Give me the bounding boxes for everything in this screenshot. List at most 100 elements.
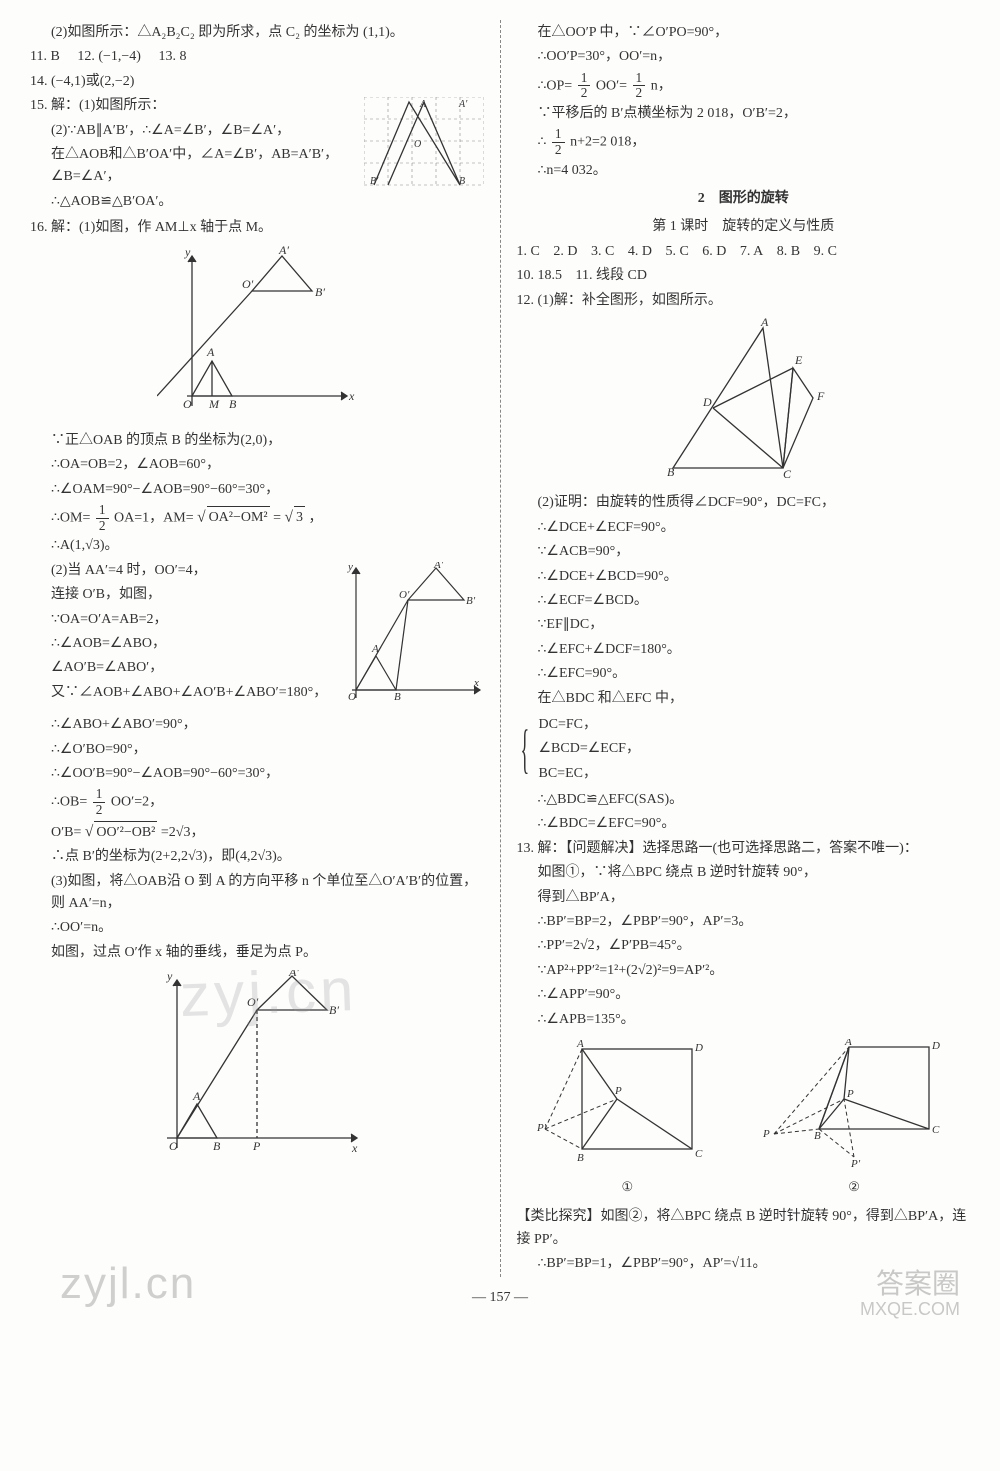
answer: 4. D [628,244,652,259]
svg-text:B′: B′ [329,1003,339,1017]
column-divider [500,20,501,1277]
text-line: ∴ 12 n+2=2 018， [517,127,971,157]
svg-text:B: B [229,397,237,411]
text-line: ∴BP′=BP=1，∠PBP′=90°，AP′=√11。 [517,1253,971,1275]
svg-text:B′: B′ [466,595,476,607]
svg-text:A′: A′ [458,99,468,110]
svg-text:D: D [702,395,712,409]
text-line: ∴∠APB=135°。 [517,1009,971,1031]
svg-text:y: y [184,246,191,259]
svg-text:P: P [252,1139,261,1153]
text-line: ∴∠O′BO=90°， [30,739,484,761]
svg-text:F: F [816,389,825,403]
svg-text:O: O [169,1139,178,1153]
figure-q15-grid: AA′ B′O B [364,97,484,195]
svg-text:D: D [931,1040,940,1052]
text-line: ∴PP′=2√2，∠P′PB=45°。 [517,935,971,957]
text-line: ∴OP= 12 OO′= 12 n， [517,71,971,101]
svg-text:B: B [459,176,465,187]
text-line: 如图①，∵将△BPC 绕点 B 逆时针旋转 90°， [517,862,971,884]
svg-text:P: P [614,1085,622,1097]
text-line: ∴∠DCE+∠ECF=90°。 [517,517,971,539]
answer: 9. C [814,244,837,259]
answer-row: 10. 18.5 11. 线段 CD [517,265,971,287]
answer-row: 11. B 12. (−1,−4) 13. 8 [30,46,484,68]
figure-pair: A D B C P P′ ① [517,1039,971,1198]
svg-text:M: M [208,397,220,411]
text-line: 在△OO′P 中，∵∠O′PO=90°， [517,22,971,44]
svg-text:A: A [192,1089,201,1103]
answer: 10. 18.5 [517,268,563,283]
svg-text:P: P [846,1088,854,1100]
text-line: ∵平移后的 B′点横坐标为 2 018，O′B′=2， [517,103,971,125]
svg-text:C: C [932,1124,940,1136]
figure-label: ② [759,1177,949,1198]
text-line: BC=EC， [539,763,971,785]
answer: 11. B [30,49,60,64]
figure-q12: B C A D E F [517,318,971,486]
text-line: ∴OA=OB=2，∠AOB=60°， [30,454,484,476]
svg-text:B′: B′ [370,176,379,187]
answer: 1. C [517,244,540,259]
svg-text:A′: A′ [288,970,299,979]
subsection-title: 第 1 课时 旋转的定义与性质 [517,216,971,238]
text-line: 13. 解：【问题解决】选择思路一(也可选择思路二，答案不唯一)： [517,838,971,860]
answer-row: 1. C 2. D 3. C 4. D 5. C 6. D 7. A 8. B … [517,241,971,263]
section-title: 2 图形的旋转 [517,188,971,210]
text-line: ∴n=4 032。 [517,160,971,182]
svg-text:C: C [783,467,792,478]
text-line: 【类比探究】如图②，将△BPC 绕点 B 逆时针旋转 90°，得到△BP′A，连… [517,1206,971,1251]
answer: 11. 线段 CD [576,268,647,283]
text-line: 12. (1)解：补全图形，如图所示。 [517,290,971,312]
text-line: ∴A(1,√3)。 [30,535,484,557]
svg-text:y: y [347,562,353,573]
figure-label: ① [537,1177,717,1198]
svg-text:A′: A′ [278,246,289,257]
page-number: — 157 — [30,1287,970,1309]
text-line: (2)证明：由旋转的性质得∠DCF=90°，DC=FC， [517,492,971,514]
svg-text:A′: A′ [433,562,444,571]
text-line: DC=FC， [539,714,971,736]
left-column: (2)如图所示：△A₂B₂C₂ 即为所求，点 C₂ 的坐标为 (1,1)。 11… [30,20,484,1277]
figure-q16-2: O x y A B O′ A′ B′ [344,562,484,710]
figure-q13-2: A D B C P P P′ [759,1039,949,1169]
svg-text:P: P [762,1128,770,1140]
text-line: ∵∠ACB=90°， [517,541,971,563]
answer: 2. D [553,244,577,259]
svg-text:O: O [348,691,356,702]
text-line: ∴点 B′的坐标为(2+2,2√3)，即(4,2√3)。 [30,846,484,868]
figure-q16-3: O x y A B P O′ A′ B′ [30,970,484,1168]
text-line: ∴△BDC≌△EFC(SAS)。 [517,789,971,811]
svg-text:D: D [694,1042,703,1054]
svg-text:O′: O′ [242,277,254,291]
svg-text:x: x [351,1141,358,1155]
answer: 14. (−4,1)或(2,−2) [30,71,484,93]
figure-q13-1: A D B C P P′ [537,1039,717,1169]
text-line: ∵正△OAB 的顶点 B 的坐标为(2,0)， [30,430,484,452]
text-line: ∴OO′=n。 [30,917,484,939]
svg-text:O: O [414,139,421,150]
answer: 8. B [777,244,800,259]
answer: 7. A [740,244,763,259]
answer: 12. (−1,−4) [77,49,141,64]
text-line: ∴∠ABO+∠ABO′=90°， [30,714,484,736]
brace-system: DC=FC， ∠BCD=∠ECF， BC=EC， [531,714,971,785]
text-line: O′B= √OO′²−OB² =2√3， [30,820,484,845]
svg-text:C: C [695,1148,703,1160]
svg-text:B′: B′ [315,285,325,299]
answer: 13. 8 [158,49,186,64]
text-line: ∴∠EFC+∠DCF=180°。 [517,639,971,661]
svg-text:B: B [814,1130,821,1142]
text-line: ∴OB= 12 OO′=2， [30,787,484,817]
text-line: (3)如图，将△OAB沿 O 到 A 的方向平移 n 个单位至△O′A′B′的位… [30,871,484,916]
svg-text:x: x [348,389,355,403]
answer: 6. D [702,244,726,259]
text-line: 在△BDC 和△EFC 中， [517,688,971,710]
text-line: ∴∠EFC=90°。 [517,663,971,685]
text-line: ∴∠APP′=90°。 [517,984,971,1006]
svg-text:A: A [844,1039,852,1048]
svg-text:B: B [667,465,675,478]
right-column: 在△OO′P 中，∵∠O′PO=90°， ∴OO′P=30°，OO′=n， ∴O… [517,20,971,1277]
text-line: 16. 解：(1)如图，作 AM⊥x 轴于点 M。 [30,217,484,239]
text-line: ∵AP²+PP′²=1²+(2√2)²=9=AP′²。 [517,960,971,982]
